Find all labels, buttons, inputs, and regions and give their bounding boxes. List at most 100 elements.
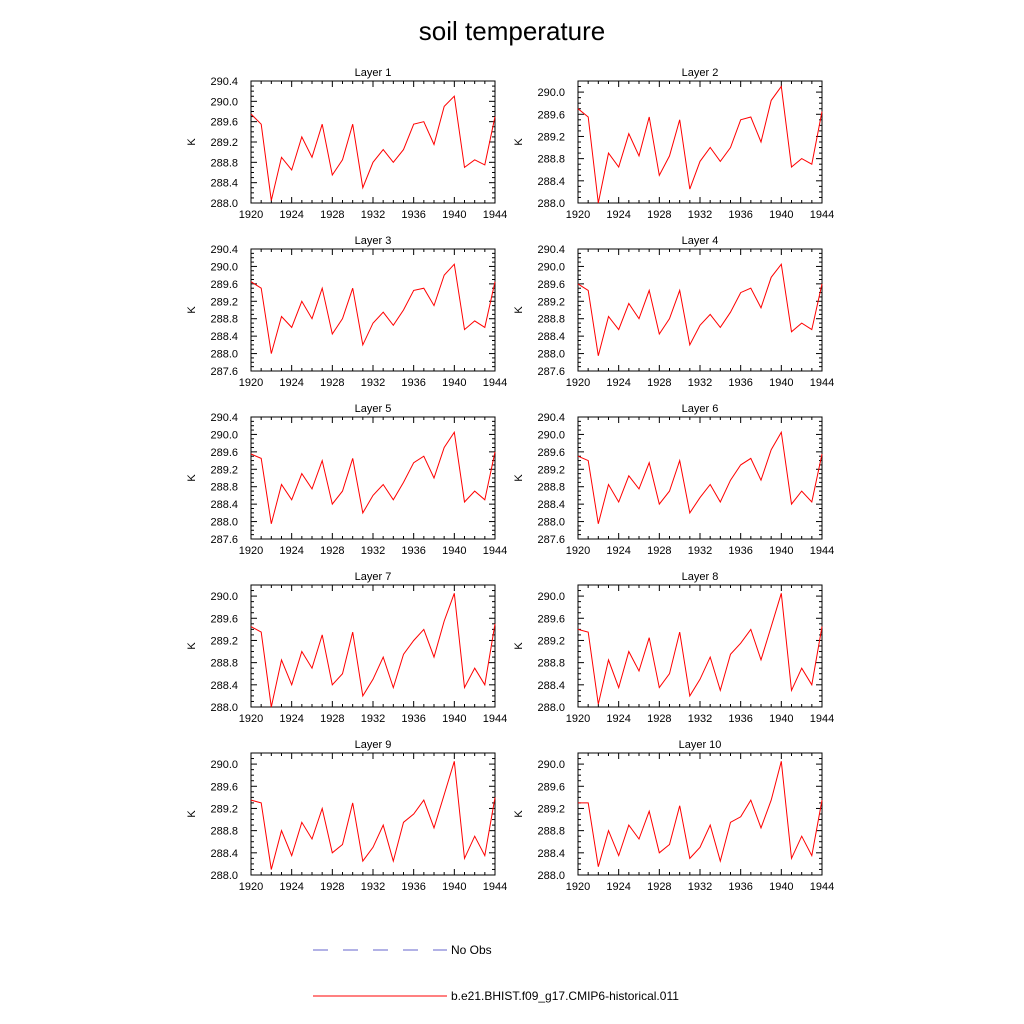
x-tick-label: 1928: [647, 881, 671, 893]
series-line: [577, 593, 823, 705]
x-tick-label: 1944: [810, 545, 834, 557]
x-tick-label: 1940: [769, 209, 793, 221]
y-tick-label: 288.8: [210, 314, 238, 326]
y-axis-label: K: [513, 642, 525, 650]
panel-title: Layer 1: [355, 67, 392, 79]
x-tick-label: 1940: [442, 545, 466, 557]
x-tick-label: 1944: [483, 377, 507, 389]
y-tick-label: 290.0: [537, 261, 565, 273]
panel-title: Layer 7: [355, 571, 392, 583]
x-tick-label: 1944: [810, 713, 834, 725]
y-tick-label: 288.0: [537, 198, 565, 210]
x-tick-label: 1920: [239, 713, 263, 725]
y-axis-label: K: [186, 474, 198, 482]
y-tick-label: 288.8: [537, 482, 565, 494]
panel-1: Layer 1 K 1920 1924 1928 1932 1936 1940 1944 288.…: [186, 67, 507, 221]
x-tick-label: 1920: [566, 545, 590, 557]
x-tick-label: 1932: [361, 377, 385, 389]
x-tick-label: 1928: [320, 377, 344, 389]
y-tick-label: 289.6: [210, 613, 238, 625]
y-tick-label: 289.6: [210, 781, 238, 793]
y-axis-label: K: [513, 306, 525, 314]
x-tick-label: 1924: [606, 713, 630, 725]
panel-title: Layer 10: [679, 739, 722, 751]
y-tick-label: 287.6: [210, 366, 238, 378]
x-tick-label: 1936: [401, 713, 425, 725]
x-tick-label: 1944: [483, 209, 507, 221]
panel-9: Layer 9 K 1920 1924 1928 1932 1936 1940 1944 288.…: [186, 739, 507, 893]
y-tick-label: 288.4: [210, 848, 238, 860]
y-axis-label: K: [513, 138, 525, 146]
y-axis-label: K: [186, 810, 198, 818]
panel-4: Layer 4 K 1920 1924 1928 1932 1936 1940 1944 287.…: [513, 235, 834, 389]
x-tick-label: 1928: [320, 881, 344, 893]
y-tick-label: 290.0: [210, 96, 238, 108]
x-tick-label: 1936: [728, 377, 752, 389]
y-tick-label: 289.2: [210, 464, 238, 476]
plot-frame: [577, 752, 823, 876]
y-tick-label: 289.2: [210, 635, 238, 647]
x-tick-label: 1944: [483, 713, 507, 725]
x-tick-label: 1928: [647, 209, 671, 221]
y-tick-label: 288.4: [537, 848, 565, 860]
y-tick-label: 290.4: [537, 244, 565, 256]
y-tick-label: 290.0: [210, 759, 238, 771]
x-tick-label: 1928: [647, 377, 671, 389]
plot-frame: [577, 416, 823, 540]
x-tick-label: 1932: [361, 713, 385, 725]
panel-10: Layer 10 K 1920 1924 1928 1932 1936 1940 1944 288…: [513, 739, 834, 893]
panel-title: Layer 4: [682, 235, 719, 247]
x-tick-label: 1936: [728, 545, 752, 557]
y-axis-label: K: [186, 306, 198, 314]
panel-6: Layer 6 K 1920 1924 1928 1932 1936 1940 1944 287.…: [513, 403, 834, 557]
series-line: [250, 761, 496, 870]
y-tick-label: 288.0: [537, 349, 565, 361]
y-tick-label: 289.2: [537, 296, 565, 308]
plot-frame: [250, 80, 496, 204]
y-tick-label: 290.0: [210, 591, 238, 603]
panel-8: Layer 8 K 1920 1924 1928 1932 1936 1940 1944 288.…: [513, 571, 834, 725]
x-tick-label: 1920: [239, 881, 263, 893]
y-tick-label: 288.4: [210, 499, 238, 511]
panel-grid: Layer 1 K 1920 1924 1928 1932 1936 1940 1944 288.…: [186, 67, 834, 893]
series-line: [250, 263, 496, 354]
x-tick-label: 1932: [688, 377, 712, 389]
panel-title: Layer 3: [355, 235, 392, 247]
x-tick-label: 1940: [442, 713, 466, 725]
series-line: [577, 262, 823, 356]
y-tick-label: 288.0: [210, 702, 238, 714]
y-tick-label: 289.2: [537, 464, 565, 476]
y-tick-label: 288.4: [537, 176, 565, 188]
y-tick-label: 290.4: [210, 244, 238, 256]
panel-7: Layer 7 K 1920 1924 1928 1932 1936 1940 1944 288.…: [186, 571, 507, 725]
panel-5: Layer 5 K 1920 1924 1928 1932 1936 1940 1944 287.…: [186, 403, 507, 557]
y-tick-label: 288.4: [537, 680, 565, 692]
y-tick-label: 289.6: [537, 781, 565, 793]
y-axis-label: K: [513, 474, 525, 482]
panel-2: Layer 2 K 1920 1924 1928 1932 1936 1940 1944 288.…: [513, 67, 834, 221]
panel-3: Layer 3 K 1920 1924 1928 1932 1936 1940 1944 287.…: [186, 235, 507, 389]
x-tick-label: 1920: [566, 713, 590, 725]
plot-frame: [250, 752, 496, 876]
y-tick-label: 289.6: [210, 279, 238, 291]
y-tick-label: 288.8: [210, 482, 238, 494]
y-tick-label: 287.6: [210, 534, 238, 546]
x-tick-label: 1924: [606, 377, 630, 389]
series-line: [250, 95, 496, 201]
y-tick-label: 288.8: [210, 826, 238, 838]
x-tick-label: 1924: [606, 881, 630, 893]
x-tick-label: 1940: [442, 377, 466, 389]
x-tick-label: 1928: [320, 545, 344, 557]
x-tick-label: 1920: [566, 881, 590, 893]
x-tick-label: 1920: [566, 377, 590, 389]
y-tick-label: 288.4: [210, 331, 238, 343]
figure-title: soil temperature: [419, 16, 605, 46]
plot-frame: [577, 248, 823, 372]
y-tick-label: 289.2: [210, 137, 238, 149]
y-tick-label: 288.8: [537, 154, 565, 166]
x-tick-label: 1936: [728, 713, 752, 725]
y-tick-label: 290.0: [537, 591, 565, 603]
x-tick-label: 1940: [769, 377, 793, 389]
x-tick-label: 1932: [688, 881, 712, 893]
